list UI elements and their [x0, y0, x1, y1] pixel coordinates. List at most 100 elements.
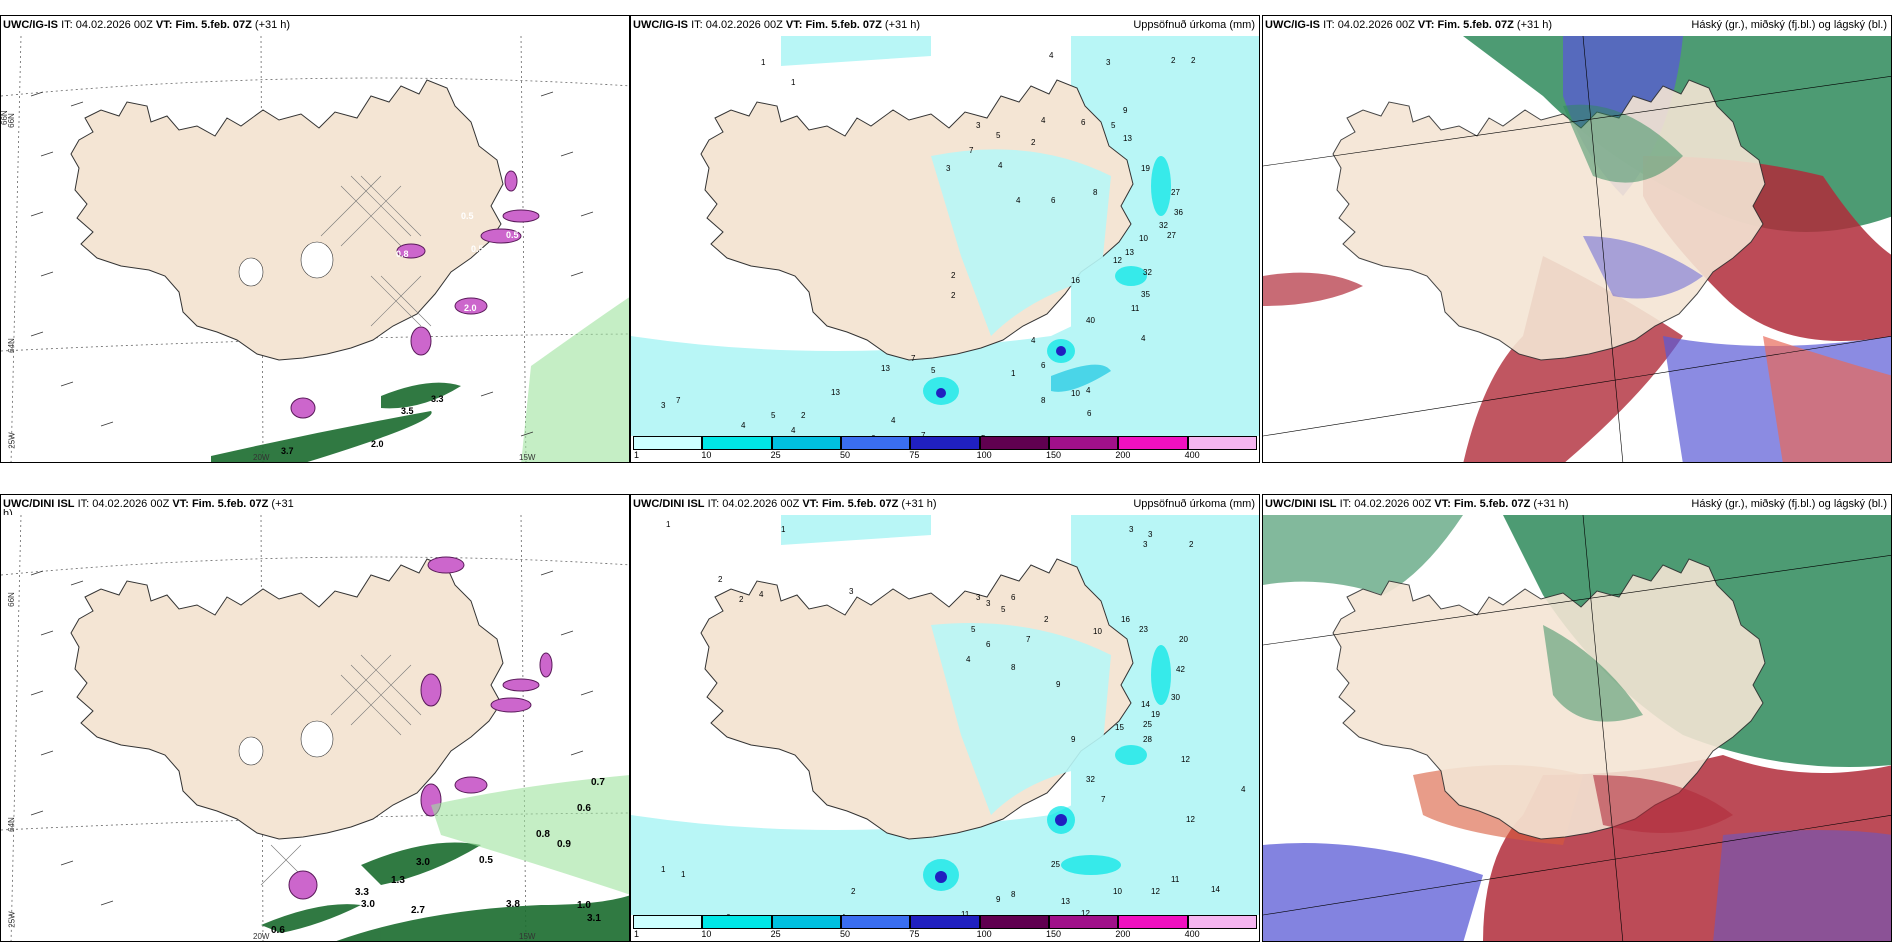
colorbar-swatch [771, 436, 841, 450]
value-label: 12 [1113, 256, 1122, 265]
colorbar-swatch [841, 436, 911, 450]
value-label: 4 [759, 590, 764, 599]
colorbar-swatch [979, 915, 1049, 929]
value-label: 40 [1086, 316, 1095, 325]
value-label: 13 [881, 364, 890, 373]
value-label: 2.0 [464, 303, 477, 313]
colorbar-swatch [1118, 915, 1188, 929]
value-label: 12 [1181, 755, 1190, 764]
panel-right-title: Uppsöfnuð úrkoma (mm) [1133, 19, 1255, 31]
value-label: 7 [921, 431, 925, 440]
value-label: 13 [1123, 134, 1132, 143]
value-label: 36 [1174, 208, 1183, 217]
value-label: 2 [851, 887, 856, 896]
value-label: 1.0 [577, 900, 591, 911]
panel-title: UWC/DINI ISL IT: 04.02.2026 00Z VT: Fim.… [3, 498, 294, 510]
value-label: 42 [1176, 665, 1185, 674]
value-label: 12 [1186, 815, 1195, 824]
precip-map [631, 515, 1259, 941]
colorbar-tick-label: 200 [1115, 450, 1131, 460]
wind-map-panel-bottom: UWC/DINI ISL IT: 04.02.2026 00Z VT: Fim.… [0, 494, 630, 942]
lon-label-15w: 15W [519, 453, 536, 462]
colorbar-tick-label: 10 [701, 929, 712, 939]
value-label: 19 [1141, 164, 1150, 173]
colorbar-swatch [771, 915, 841, 929]
value-label: 0.5 [479, 855, 493, 866]
value-label: 5 [931, 366, 936, 375]
value-label: 10 [1139, 234, 1148, 243]
colorbar-swatch [1049, 436, 1119, 450]
value-label: 1.3 [391, 875, 405, 886]
value-label: 2 [739, 595, 744, 604]
panel-title: UWC/IG-IS IT: 04.02.2026 00Z VT: Fim. 5.… [1265, 19, 1553, 31]
colorbar-swatch [910, 436, 980, 450]
value-label: 2 [951, 271, 956, 280]
colorbar-tick-label: 400 [1184, 450, 1200, 460]
value-label: 6 [1087, 409, 1092, 418]
colorbar-tick-label: 100 [976, 929, 992, 939]
colorbar-swatch [633, 915, 703, 929]
colorbar-tick-label: 1 [633, 450, 640, 460]
value-label: 10 [1113, 887, 1122, 896]
value-label: 30 [1171, 693, 1180, 702]
value-label: 8 [1041, 396, 1046, 405]
colorbar-swatch [1187, 436, 1257, 450]
value-label: 14 [1141, 700, 1150, 709]
value-label: 13 [831, 388, 840, 397]
value-label: 0.7 [591, 777, 605, 788]
value-label: 4 [1241, 785, 1246, 794]
value-label: 28 [1143, 735, 1152, 744]
value-label: 7 [676, 396, 681, 405]
value-label: 16 [1071, 276, 1080, 285]
value-label: 8 [1093, 188, 1098, 197]
panel-right-title: Háský (gr.), miðský (fj.bl.) og lágský (… [1691, 19, 1887, 31]
value-label: 25 [1051, 860, 1060, 869]
value-label: 15 [1115, 723, 1124, 732]
value-label: 7 [1101, 795, 1106, 804]
value-label: 2 [1189, 540, 1194, 549]
value-label: 6 [986, 640, 991, 649]
value-label: 0.8 [396, 249, 409, 259]
value-label: 0.5 [506, 230, 519, 240]
panel-title: UWC/IG-IS IT: 04.02.2026 00Z VT: Fim. 5.… [633, 19, 921, 31]
value-label: 2 [1171, 56, 1176, 65]
colorbar-tick-label: 50 [839, 929, 851, 939]
value-label: 8 [1011, 890, 1016, 899]
precip-value-labels: 1 1 4 3 2 2 3 5 4 7 3 4 2 6 8 5 9 13 4 6… [631, 16, 1259, 462]
value-label: 7 [1026, 635, 1031, 644]
value-label: 16 [1121, 615, 1130, 624]
value-label: 0.6 [577, 803, 591, 814]
value-label: 10 [1071, 389, 1080, 398]
value-label: 2.0 [371, 439, 384, 449]
value-label: 4 [966, 655, 971, 664]
value-label: 5 [1111, 121, 1116, 130]
value-label: 4 [1086, 386, 1091, 395]
value-label: 13 [1061, 897, 1070, 906]
svg-text:66N: 66N [1, 110, 9, 125]
value-label: 2 [1031, 138, 1036, 147]
value-label: 9 [1056, 680, 1061, 689]
value-label: 14 [1211, 885, 1220, 894]
colorbar-tick-label: 25 [770, 929, 781, 939]
colorbar-swatch [1118, 436, 1188, 450]
value-label: 3.1 [587, 913, 601, 924]
value-label: 1 [1011, 369, 1016, 378]
colorbar-swatch [979, 436, 1049, 450]
colorbar-tick-label: 150 [1045, 929, 1062, 939]
value-label: 3.0 [361, 899, 375, 910]
value-label: 35 [1141, 290, 1150, 299]
value-label: 2 [801, 411, 806, 420]
value-label: 4 [741, 421, 746, 430]
lon-label-20w: 20W [253, 453, 270, 462]
precip-map-panel-bottom: UWC/DINI ISL IT: 04.02.2026 00Z VT: Fim.… [630, 494, 1260, 942]
value-label: 5 [771, 411, 776, 420]
value-label: 5 [1001, 605, 1006, 614]
precip-map-panel-top: UWC/IG-IS IT: 04.02.2026 00Z VT: Fim. 5.… [630, 15, 1260, 463]
cloud-map [1263, 36, 1891, 462]
value-label: 11 [1131, 304, 1140, 313]
value-label: 0.5 [461, 211, 474, 221]
value-label: 3.7 [281, 446, 294, 456]
panel-title: UWC/DINI ISL IT: 04.02.2026 00Z VT: Fim.… [633, 498, 937, 510]
panel-right-title: Háský (gr.), miðský (fj.bl.) og lágský (… [1691, 498, 1887, 510]
lon-label-15w: 15W [519, 932, 536, 941]
